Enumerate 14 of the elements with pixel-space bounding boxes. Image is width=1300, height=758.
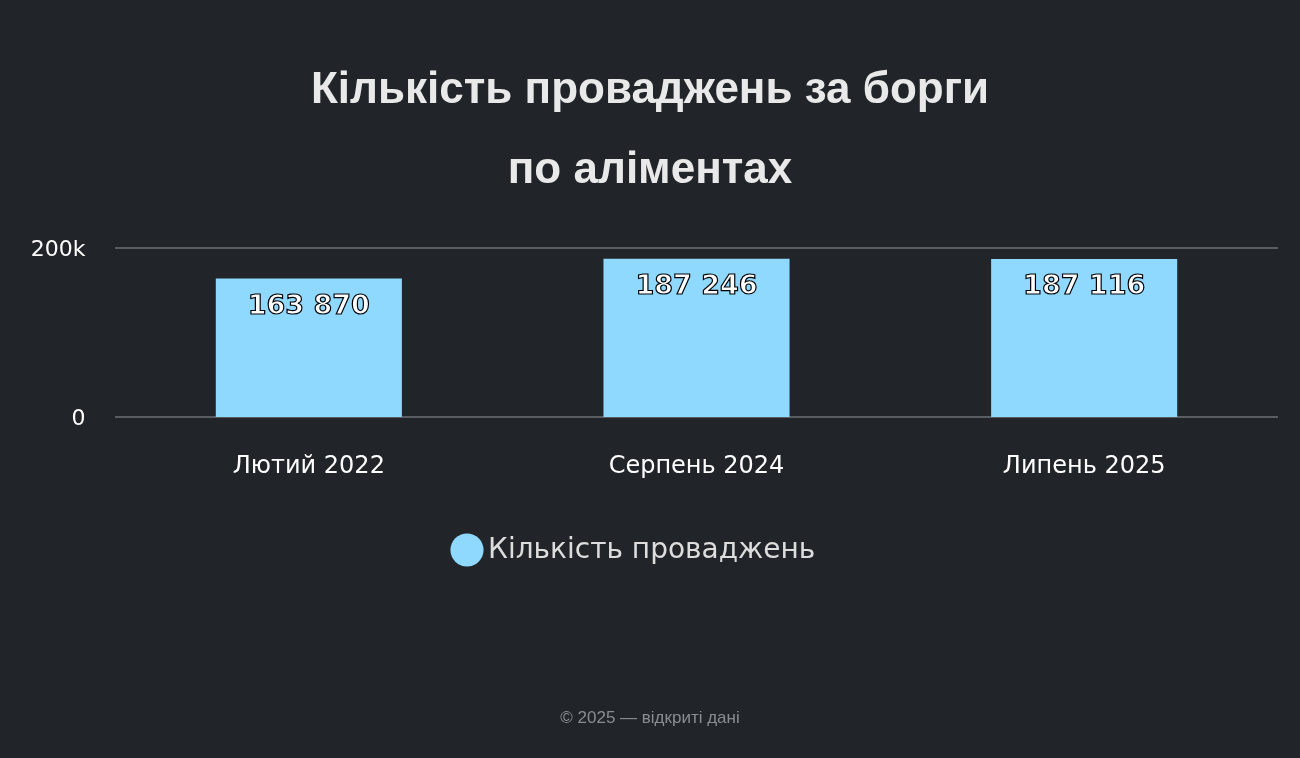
x-tick-label: Серпень 2024 [608,450,785,479]
chart-title: Кількість проваджень за борги по аліментах [309,62,990,194]
bar [603,258,790,417]
x-tick-label: Лютий 2022 [232,450,385,479]
y-tick-label: 0 [71,404,86,430]
bar [991,258,1178,417]
y-tick-label: 200k [30,235,86,261]
text: © 2025 — відкриті дані [559,708,741,728]
data-label: 187 246 [635,268,758,300]
data-label: 163 870 [247,288,370,320]
x-tick-label: Липень 2025 [1002,450,1166,479]
bar [215,278,402,417]
data-label: 187 116 [1023,268,1146,300]
legend-label: Кількість проваджень [488,532,816,565]
